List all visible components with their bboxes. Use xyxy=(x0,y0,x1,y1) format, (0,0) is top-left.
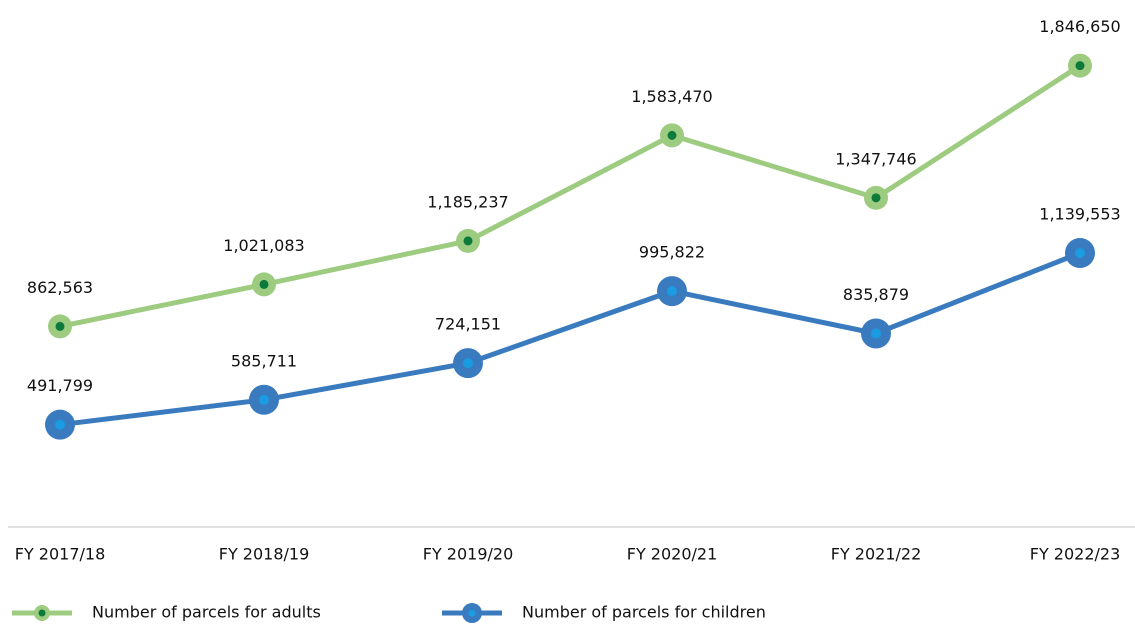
point-center xyxy=(55,321,65,331)
data-label: 1,583,470 xyxy=(631,87,712,106)
data-label: 724,151 xyxy=(435,315,501,334)
x-tick-label: FY 2022/23 xyxy=(1030,545,1121,564)
point-center xyxy=(1075,61,1085,71)
point-center xyxy=(871,193,881,203)
series-line xyxy=(59,250,1081,428)
point-center xyxy=(1075,248,1085,259)
data-label: 1,846,650 xyxy=(1039,17,1120,36)
point-center xyxy=(871,328,881,339)
data-label: 1,185,237 xyxy=(427,192,508,211)
data-label: 491,799 xyxy=(27,376,93,395)
data-label: 1,139,553 xyxy=(1039,205,1120,224)
data-label: 835,879 xyxy=(843,285,909,304)
point-center xyxy=(463,358,473,369)
legend-marker-center xyxy=(468,609,476,617)
x-tick-label: FY 2020/21 xyxy=(627,545,718,564)
legend-item: Number of parcels for children xyxy=(442,603,766,623)
point-center xyxy=(259,394,269,405)
legend-item: Number of parcels for adults xyxy=(12,603,321,622)
x-tick-label: FY 2019/20 xyxy=(423,545,514,564)
point-center xyxy=(667,286,677,297)
data-label: 585,711 xyxy=(231,351,297,370)
legend-marker-center xyxy=(38,609,46,617)
legend-label: Number of parcels for children xyxy=(522,603,766,622)
point-center xyxy=(667,130,677,140)
data-label: 1,021,083 xyxy=(223,236,304,255)
series-line xyxy=(59,63,1082,329)
data-label: 995,822 xyxy=(639,243,705,262)
x-tick-label: FY 2021/22 xyxy=(831,545,922,564)
data-label: 1,347,746 xyxy=(835,149,916,168)
point-center xyxy=(463,236,473,246)
x-tick-label: FY 2017/18 xyxy=(15,545,106,564)
point-center xyxy=(55,419,65,430)
data-label: 862,563 xyxy=(27,278,93,297)
x-tick-label: FY 2018/19 xyxy=(219,545,310,564)
legend-label: Number of parcels for adults xyxy=(92,603,321,622)
point-center xyxy=(259,279,269,289)
